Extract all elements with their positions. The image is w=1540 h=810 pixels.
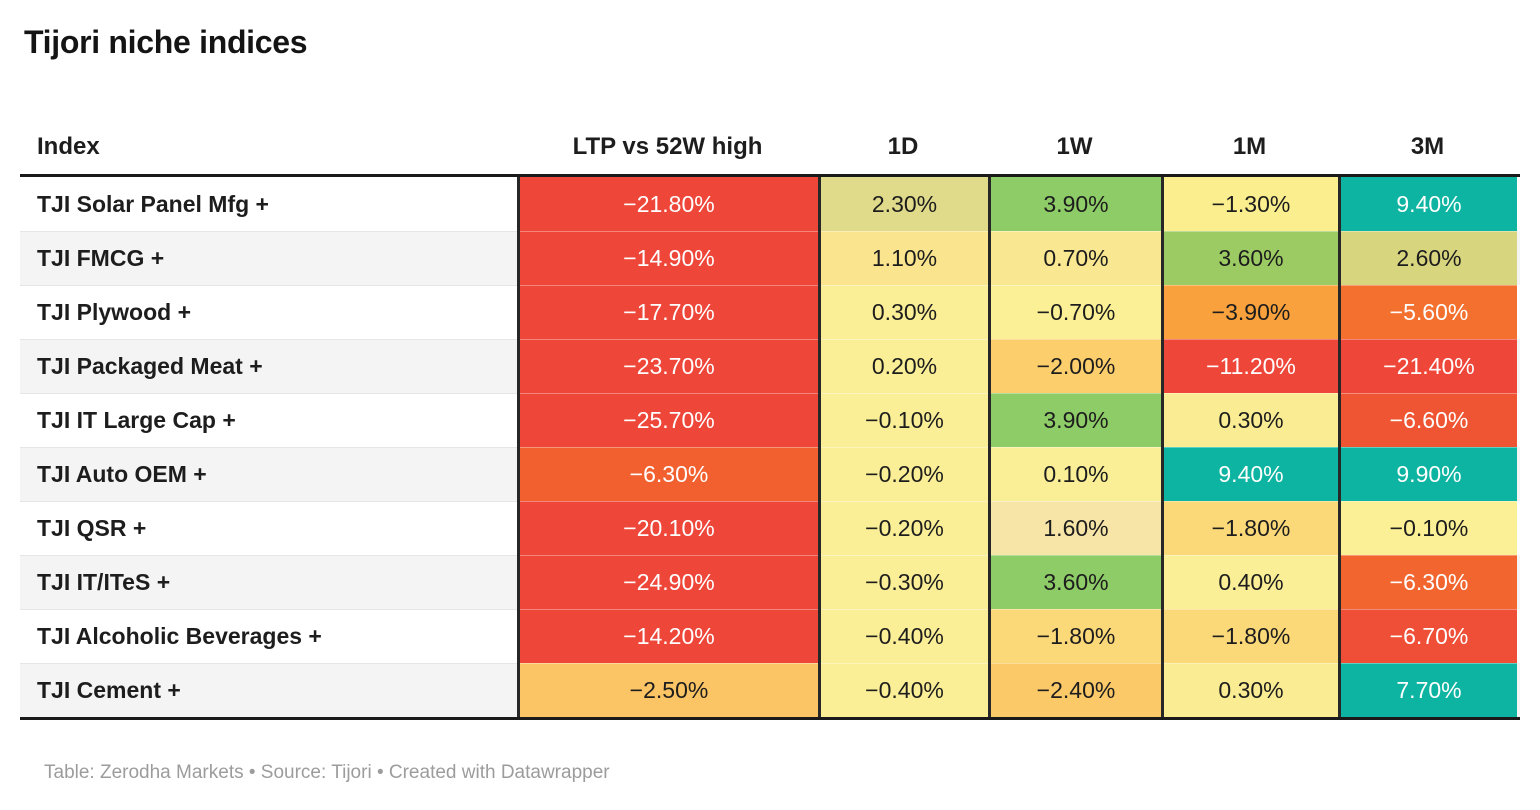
index-label[interactable]: TJI Auto OEM + <box>20 447 517 501</box>
index-label[interactable]: TJI QSR + <box>20 501 517 555</box>
value-cell: −14.90% <box>517 231 818 285</box>
value-cell: −25.70% <box>517 393 818 447</box>
value-cell: 0.20% <box>818 339 988 393</box>
index-label[interactable]: TJI Cement + <box>20 663 517 717</box>
table-row: TJI Auto OEM + −6.30% −0.20% 0.10% 9.40% 9.90… <box>20 447 1520 501</box>
table-row: TJI Solar Panel Mfg + −21.80% 2.30% 3.90% −1… <box>20 177 1520 231</box>
value-cell: 0.30% <box>1161 663 1338 717</box>
value-cell: −0.10% <box>1338 501 1517 555</box>
value-cell: −14.20% <box>517 609 818 663</box>
value-cell: −1.80% <box>1161 501 1338 555</box>
column-header-1d: 1D <box>887 133 919 160</box>
page-title: Tijori niche indices <box>24 24 308 60</box>
index-label[interactable]: TJI IT Large Cap + <box>20 393 517 447</box>
value-cell: −2.40% <box>988 663 1161 717</box>
value-cell: −20.10% <box>517 501 818 555</box>
value-cell: −6.60% <box>1338 393 1517 447</box>
value-cell: 9.40% <box>1338 177 1517 231</box>
value-cell: −23.70% <box>517 339 818 393</box>
value-cell: −6.30% <box>517 447 818 501</box>
value-cell: 9.40% <box>1161 447 1338 501</box>
value-cell: −17.70% <box>517 285 818 339</box>
value-cell: 1.10% <box>818 231 988 285</box>
index-label[interactable]: TJI IT/ITeS + <box>20 555 517 609</box>
value-cell: −0.20% <box>818 447 988 501</box>
column-header-3m: 3M <box>1410 133 1445 160</box>
value-cell: −11.20% <box>1161 339 1338 393</box>
table-header: Index LTP vs 52W high 1D 1W 1M 3M <box>20 133 1520 177</box>
value-cell: −2.50% <box>517 663 818 717</box>
value-cell: −21.40% <box>1338 339 1517 393</box>
index-label[interactable]: TJI Plywood + <box>20 285 517 339</box>
value-cell: 1.60% <box>988 501 1161 555</box>
index-label[interactable]: TJI FMCG + <box>20 231 517 285</box>
column-header-1m: 1M <box>1232 133 1267 160</box>
value-cell: 0.10% <box>988 447 1161 501</box>
value-cell: −0.70% <box>988 285 1161 339</box>
value-cell: −0.40% <box>818 609 988 663</box>
value-cell: −1.80% <box>988 609 1161 663</box>
table-row: TJI Packaged Meat + −23.70% 0.20% −2.00% −11… <box>20 339 1520 393</box>
table-row: TJI Plywood + −17.70% 0.30% −0.70% −3.90% −5.… <box>20 285 1520 339</box>
value-cell: 7.70% <box>1338 663 1517 717</box>
value-cell: 0.30% <box>1161 393 1338 447</box>
column-header-index: Index <box>37 133 100 160</box>
column-header-ltp-vs-52w-high: LTP vs 52W high <box>572 133 763 160</box>
value-cell: 0.30% <box>818 285 988 339</box>
value-cell: 3.60% <box>988 555 1161 609</box>
table-row: TJI QSR + −20.10% −0.20% 1.60% −1.80% −0.10% <box>20 501 1520 555</box>
index-label[interactable]: TJI Packaged Meat + <box>20 339 517 393</box>
value-cell: −6.70% <box>1338 609 1517 663</box>
value-cell: 0.40% <box>1161 555 1338 609</box>
value-cell: 2.30% <box>818 177 988 231</box>
value-cell: 0.70% <box>988 231 1161 285</box>
table-body: TJI Solar Panel Mfg + −21.80% 2.30% 3.90% −1… <box>20 177 1520 720</box>
value-cell: −1.80% <box>1161 609 1338 663</box>
index-label[interactable]: TJI Solar Panel Mfg + <box>37 190 269 217</box>
value-cell: −0.10% <box>818 393 988 447</box>
value-cell: −0.20% <box>818 501 988 555</box>
value-cell: 2.60% <box>1338 231 1517 285</box>
page: Tijori niche indices Index LTP vs 52W hi… <box>20 24 1520 783</box>
table-row: TJI FMCG + −14.90% 1.10% 0.70% 3.60% 2.60% <box>20 231 1520 285</box>
table-row: TJI IT/ITeS + −24.90% −0.30% 3.60% 0.40% −6.3… <box>20 555 1520 609</box>
value-cell: −1.30% <box>1161 177 1338 231</box>
value-cell: −2.00% <box>988 339 1161 393</box>
value-cell: 3.90% <box>988 177 1161 231</box>
value-cell: −0.40% <box>818 663 988 717</box>
value-cell: −24.90% <box>517 555 818 609</box>
value-cell: −6.30% <box>1338 555 1517 609</box>
value-cell: −3.90% <box>1161 285 1338 339</box>
value-cell: 3.60% <box>1161 231 1338 285</box>
value-cell: −21.80% <box>517 177 818 231</box>
column-header-1w: 1W <box>1056 133 1093 160</box>
table-row: TJI Alcoholic Beverages + −14.20% −0.40% −1… <box>20 609 1520 663</box>
value-cell: 9.90% <box>1338 447 1517 501</box>
index-label[interactable]: TJI Alcoholic Beverages + <box>20 609 517 663</box>
table-row: TJI Cement + −2.50% −0.40% −2.40% 0.30% 7.70% <box>20 663 1520 717</box>
value-cell: −0.30% <box>818 555 988 609</box>
value-cell: 3.90% <box>988 393 1161 447</box>
attribution-footer: Table: Zerodha Markets • Source: Tijori … <box>44 762 610 783</box>
table-row: TJI IT Large Cap + −25.70% −0.10% 3.90% 0.30… <box>20 393 1520 447</box>
value-cell: −5.60% <box>1338 285 1517 339</box>
